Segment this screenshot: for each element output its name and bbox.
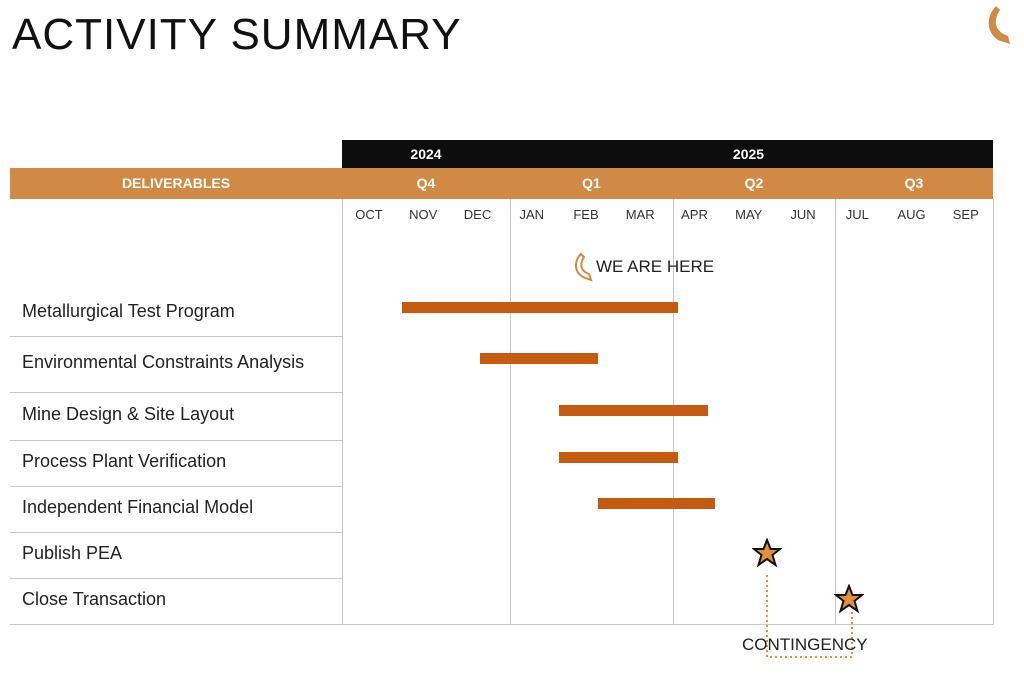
gantt-bar <box>598 498 715 509</box>
month-jul: JUL <box>845 207 869 222</box>
year-header: 2024 2025 <box>342 140 993 168</box>
month-jun: JUN <box>790 207 816 222</box>
row-divider <box>10 486 342 487</box>
deliverables-header: DELIVERABLES <box>121 175 231 191</box>
grid-hline-bottom <box>10 624 993 625</box>
task-label: Environmental Constraints Analysis <box>22 352 305 372</box>
year-2025-label: 2025 <box>732 146 765 162</box>
month-sep: SEP <box>952 207 979 222</box>
milestone-star-icon <box>834 584 865 614</box>
page-title: ACTIVITY SUMMARY <box>12 10 462 59</box>
quarter-q3: Q3 <box>904 175 924 191</box>
row-divider <box>10 578 342 579</box>
month-oct: OCT <box>355 207 383 222</box>
month-feb: FEB <box>573 207 599 222</box>
month-jan: JAN <box>519 207 545 222</box>
month-nov: NOV <box>409 207 438 222</box>
row-divider <box>10 392 342 393</box>
month-may: MAY <box>735 207 763 222</box>
swoosh-arrow-icon <box>575 252 593 282</box>
quarter-q1: Q1 <box>582 175 601 191</box>
grid-vline <box>835 199 836 625</box>
month-apr: APR <box>681 207 708 222</box>
month-dec: DEC <box>463 207 492 222</box>
grid-vline <box>342 199 343 625</box>
task-label: Mine Design & Site Layout <box>22 404 235 424</box>
contingency-label: CONTINGENCY <box>742 635 868 654</box>
milestone-star-icon <box>751 538 782 568</box>
row-divider <box>10 532 342 533</box>
year-2025: 2025 <box>510 140 993 168</box>
quarter-q4: Q4 <box>416 175 436 191</box>
task-label: Close Transaction <box>22 589 167 609</box>
task-label: Process Plant Verification <box>22 451 227 471</box>
month-mar: MAR <box>625 207 655 222</box>
gantt-bar <box>401 302 679 313</box>
gantt-bar <box>559 452 679 463</box>
grid-vline <box>510 199 511 625</box>
row-divider <box>10 440 342 441</box>
quarter-q2: Q2 <box>744 175 764 191</box>
gantt-bar <box>559 405 709 416</box>
quarter-header: DELIVERABLES Q4 Q1 Q2 Q3 <box>10 168 993 199</box>
row-divider <box>10 336 342 337</box>
we-are-here-label: WE ARE HERE <box>596 257 715 276</box>
task-label: Independent Financial Model <box>22 497 254 517</box>
we-are-here-marker: WE ARE HERE <box>572 252 714 282</box>
grid-vline <box>993 199 994 625</box>
logo-swoosh-icon <box>988 6 1010 44</box>
task-label: Publish PEA <box>22 543 123 563</box>
month-aug: AUG <box>897 207 926 222</box>
gantt-bar <box>480 353 599 364</box>
task-label: Metallurgical Test Program <box>22 301 235 321</box>
year-2024: 2024 <box>410 146 442 162</box>
